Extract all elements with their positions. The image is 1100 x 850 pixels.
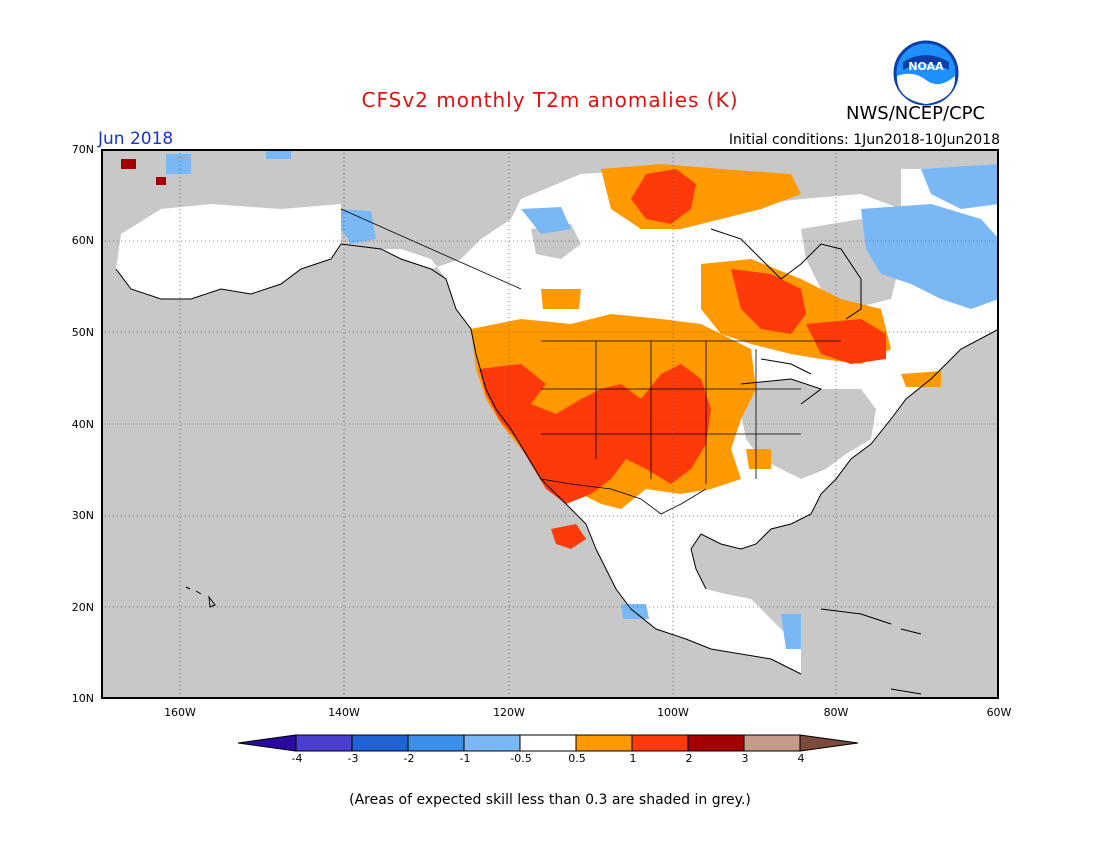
colorbar-swatch: [463, 734, 521, 752]
logo-text: NOAA: [908, 60, 944, 73]
chart-title: CFSv2 monthly T2m anomalies (K): [361, 88, 739, 112]
lon-label: 140W: [328, 706, 360, 719]
colorbar-label: -4: [291, 752, 303, 765]
colorbar-swatch: [519, 734, 577, 752]
colorbar-label: 4: [797, 752, 805, 765]
colorbar-swatch: [575, 734, 633, 752]
initial-conditions-label: Initial conditions: 1Jun2018-10Jun2018: [728, 132, 1000, 148]
map-frame: [101, 149, 999, 699]
lon-label: 120W: [493, 706, 525, 719]
lat-label: 60N: [71, 234, 94, 247]
lat-label: 20N: [71, 601, 94, 614]
colorbar-swatch: [631, 734, 689, 752]
anomaly-lightblue-regions: [166, 149, 999, 649]
colorbar-swatch: [407, 734, 465, 752]
lon-label: 160W: [164, 706, 196, 719]
map-gridlines: [101, 149, 999, 699]
colorbar-swatch: [295, 734, 353, 752]
colorbar-label: -0.5: [510, 752, 532, 765]
lon-label: 100W: [657, 706, 689, 719]
month-label: Jun 2018: [98, 129, 174, 149]
agency-label: NWS/NCEP/CPC: [846, 103, 986, 124]
colorbar-swatch: [743, 734, 801, 752]
lat-label: 70N: [71, 143, 94, 156]
lon-label: 60W: [986, 706, 1012, 719]
colorbar: [237, 733, 862, 757]
colorbar-swatch: [237, 734, 297, 752]
anomaly-map: [101, 149, 999, 703]
colorbar-label: -1: [459, 752, 471, 765]
low-skill-east-us: [741, 379, 876, 479]
colorbar-label: -3: [347, 752, 359, 765]
colorbar-label: -2: [403, 752, 415, 765]
colorbar-label: 3: [741, 752, 749, 765]
noaa-logo: NOAA: [893, 40, 959, 110]
colorbar-swatch: [799, 734, 859, 752]
colorbar-swatch: [351, 734, 409, 752]
colorbar-swatch: [687, 734, 745, 752]
skill-note: (Areas of expected skill less than 0.3 a…: [349, 792, 751, 808]
lon-label: 80W: [823, 706, 849, 719]
colorbar-label: 0.5: [568, 752, 586, 765]
lat-label: 50N: [71, 326, 94, 339]
lat-label: 10N: [71, 692, 94, 705]
colorbar-label: 1: [629, 752, 637, 765]
colorbar-label: 2: [685, 752, 693, 765]
lat-label: 30N: [71, 509, 94, 522]
lat-label: 40N: [71, 418, 94, 431]
